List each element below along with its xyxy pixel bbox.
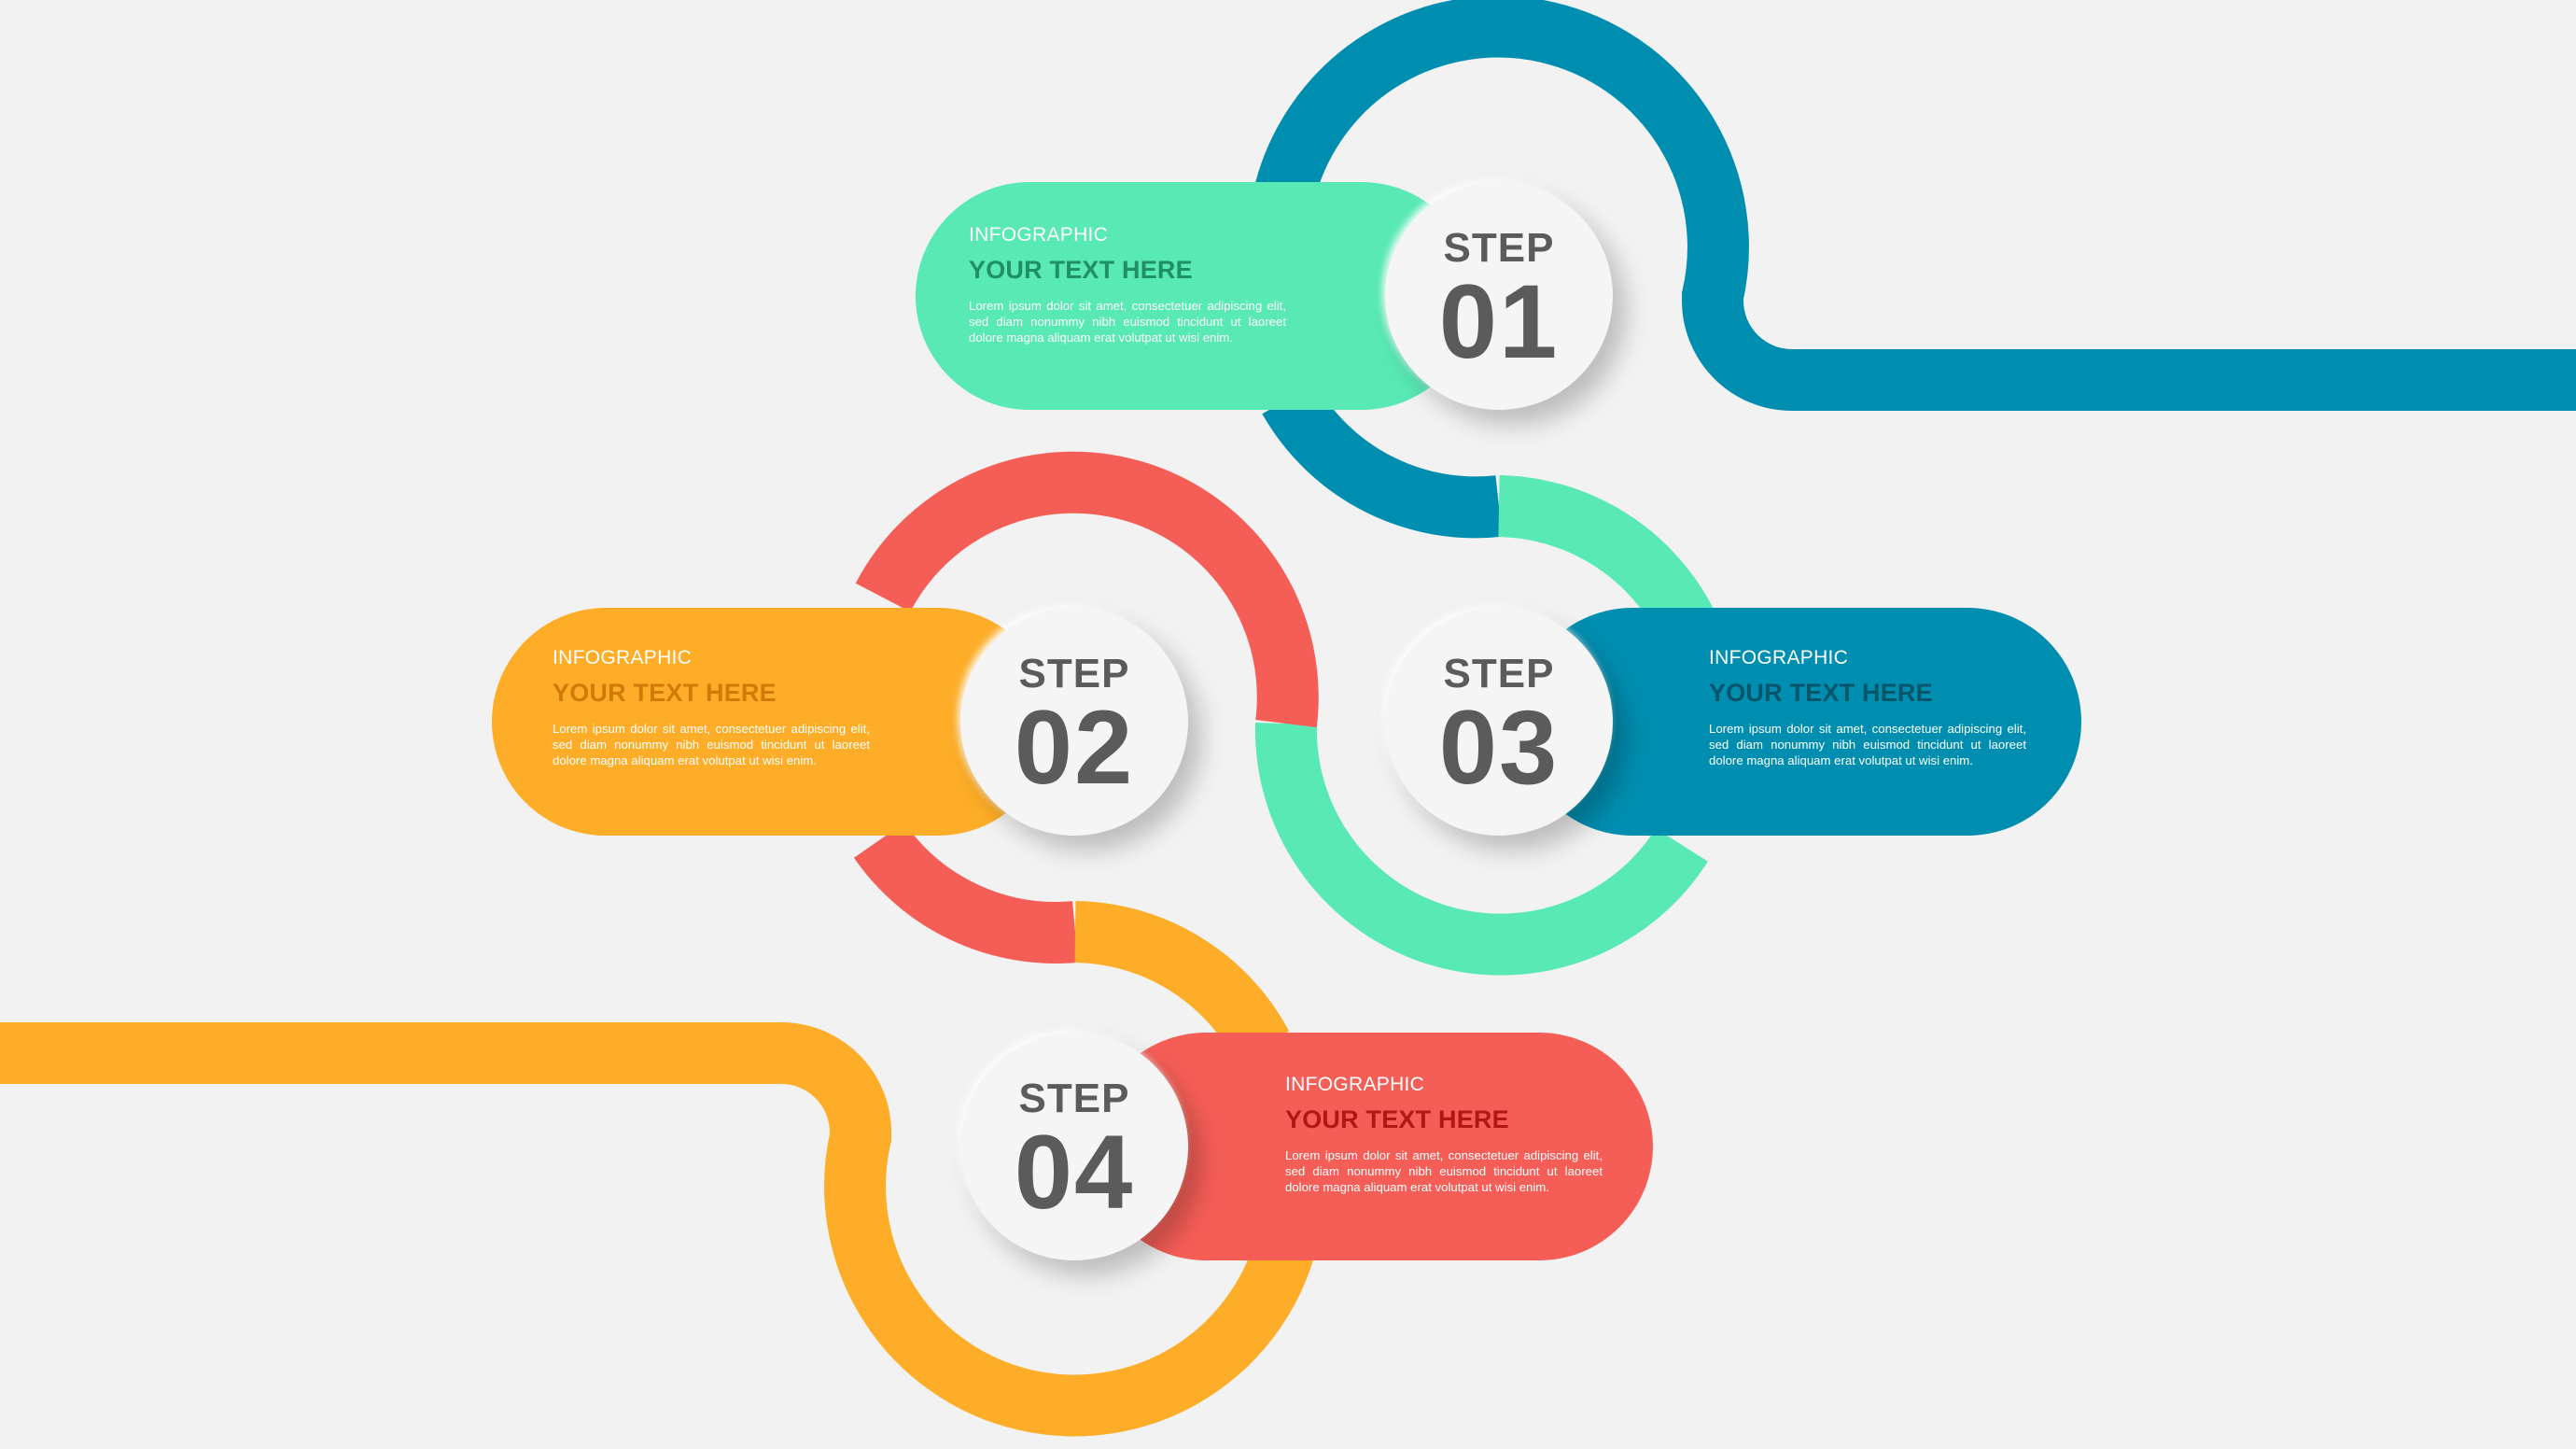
step-03-kicker: INFOGRAPHIC bbox=[1709, 647, 1849, 668]
step-01-pill bbox=[916, 182, 1476, 410]
step-01-text-block: INFOGRAPHIC YOUR TEXT HERE Lorem ipsum d… bbox=[969, 224, 1286, 345]
step-02-body: Lorem ipsum dolor sit amet, consectetuer… bbox=[553, 722, 870, 767]
step-03-circle: STEP 03 bbox=[1385, 608, 1613, 836]
step-03-text-block: INFOGRAPHIC YOUR TEXT HERE Lorem ipsum d… bbox=[1709, 647, 2026, 768]
step-04-circle: STEP 04 bbox=[960, 1033, 1188, 1260]
step-02-heading: YOUR TEXT HERE bbox=[553, 679, 777, 707]
step-04-kicker: INFOGRAPHIC bbox=[1285, 1074, 1425, 1095]
step-04-text-block: INFOGRAPHIC YOUR TEXT HERE Lorem ipsum d… bbox=[1285, 1074, 1603, 1195]
step-03-label: STEP bbox=[1443, 651, 1555, 696]
step-02-text-block: INFOGRAPHIC YOUR TEXT HERE Lorem ipsum d… bbox=[553, 647, 870, 768]
step-02-pill bbox=[492, 608, 1052, 836]
step-01-number: 01 bbox=[1438, 263, 1560, 380]
step-03-body: Lorem ipsum dolor sit amet, consectetuer… bbox=[1709, 722, 2026, 767]
blue-bottom-arc bbox=[1262, 383, 1503, 539]
step-04-heading: YOUR TEXT HERE bbox=[1285, 1105, 1509, 1133]
coral-lower-arc bbox=[853, 822, 1078, 964]
step-02-circle: STEP 02 bbox=[960, 608, 1188, 836]
step-01-body: Lorem ipsum dolor sit amet, consectetuer… bbox=[969, 299, 1286, 345]
step-03-heading: YOUR TEXT HERE bbox=[1709, 679, 1933, 707]
step-02-number: 02 bbox=[1014, 689, 1135, 806]
orange-lower-arc bbox=[0, 1022, 1319, 1437]
step-01-label: STEP bbox=[1443, 225, 1555, 271]
step-04-label: STEP bbox=[1018, 1076, 1130, 1121]
step-01-circle: STEP 01 bbox=[1385, 182, 1613, 410]
mint-upper-arc bbox=[1497, 475, 1715, 640]
step-03-number: 03 bbox=[1438, 689, 1560, 806]
mint-lower-arc bbox=[1254, 723, 1708, 976]
step-04-number: 04 bbox=[1014, 1114, 1135, 1231]
blue-top-arc bbox=[1253, 0, 2576, 411]
step-02-label: STEP bbox=[1018, 651, 1130, 696]
orange-upper-arc bbox=[1073, 901, 1290, 1062]
coral-upper-arc bbox=[855, 451, 1319, 728]
step-01-kicker: INFOGRAPHIC bbox=[969, 224, 1109, 246]
step-04-body: Lorem ipsum dolor sit amet, consectetuer… bbox=[1285, 1148, 1603, 1194]
step-02-kicker: INFOGRAPHIC bbox=[553, 647, 693, 668]
step-01-heading: YOUR TEXT HERE bbox=[969, 256, 1193, 284]
